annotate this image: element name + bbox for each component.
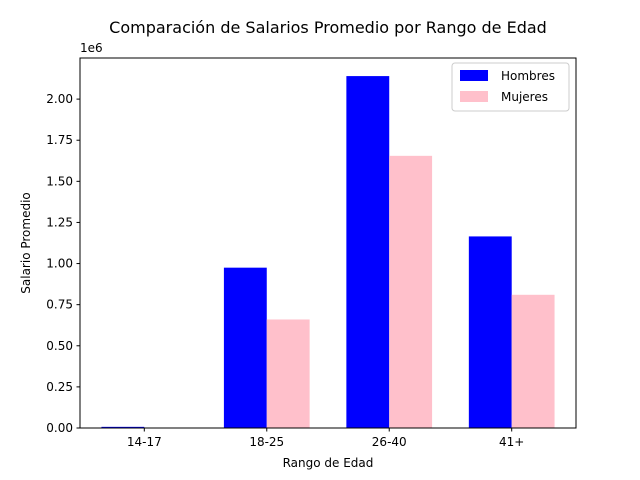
y-axis-offset-label: 1e6 — [80, 41, 103, 55]
x-tick-label: 26-40 — [372, 435, 407, 449]
legend-label-hombres: Hombres — [501, 69, 555, 83]
legend: Hombres Mujeres — [451, 62, 570, 112]
y-tick-label: 0.75 — [46, 298, 73, 312]
y-tick-label: 1.75 — [46, 133, 73, 147]
y-tick-label: 0.00 — [46, 421, 73, 435]
bar-hombres-14-17 — [101, 426, 145, 428]
bar-hombres-26-40 — [346, 76, 390, 428]
y-axis-label: Salario Promedio — [19, 192, 33, 293]
y-tick-label: 1.50 — [46, 174, 73, 188]
y-tick-label: 0.25 — [46, 380, 73, 394]
y-tick-label: 1.00 — [46, 257, 73, 271]
x-tick-label: 14-17 — [127, 435, 162, 449]
x-axis-label: Rango de Edad — [283, 456, 374, 470]
bar-mujeres-18-25 — [266, 319, 310, 428]
legend-label-mujeres: Mujeres — [501, 90, 548, 104]
y-axis-ticks: 0.00 0.25 0.50 0.75 1.00 1.25 1.50 1.75 2.00 — [46, 92, 80, 435]
legend-swatch-hombres — [460, 70, 488, 81]
x-axis-ticks: 14-17 18-25 26-40 41+ — [127, 428, 524, 449]
chart-title: Comparación de Salarios Promedio por Ran… — [109, 18, 547, 37]
bar-mujeres-41+ — [511, 294, 555, 428]
bars-group — [101, 76, 555, 428]
legend-swatch-mujeres — [460, 91, 488, 102]
y-tick-label: 0.50 — [46, 339, 73, 353]
x-tick-label: 41+ — [499, 435, 524, 449]
y-tick-label: 2.00 — [46, 92, 73, 106]
bar-hombres-18-25 — [223, 267, 267, 428]
y-tick-label: 1.25 — [46, 215, 73, 229]
bar-mujeres-26-40 — [389, 155, 433, 428]
bar-hombres-41+ — [468, 236, 512, 428]
x-tick-label: 18-25 — [249, 435, 284, 449]
axes-frame — [79, 57, 577, 429]
